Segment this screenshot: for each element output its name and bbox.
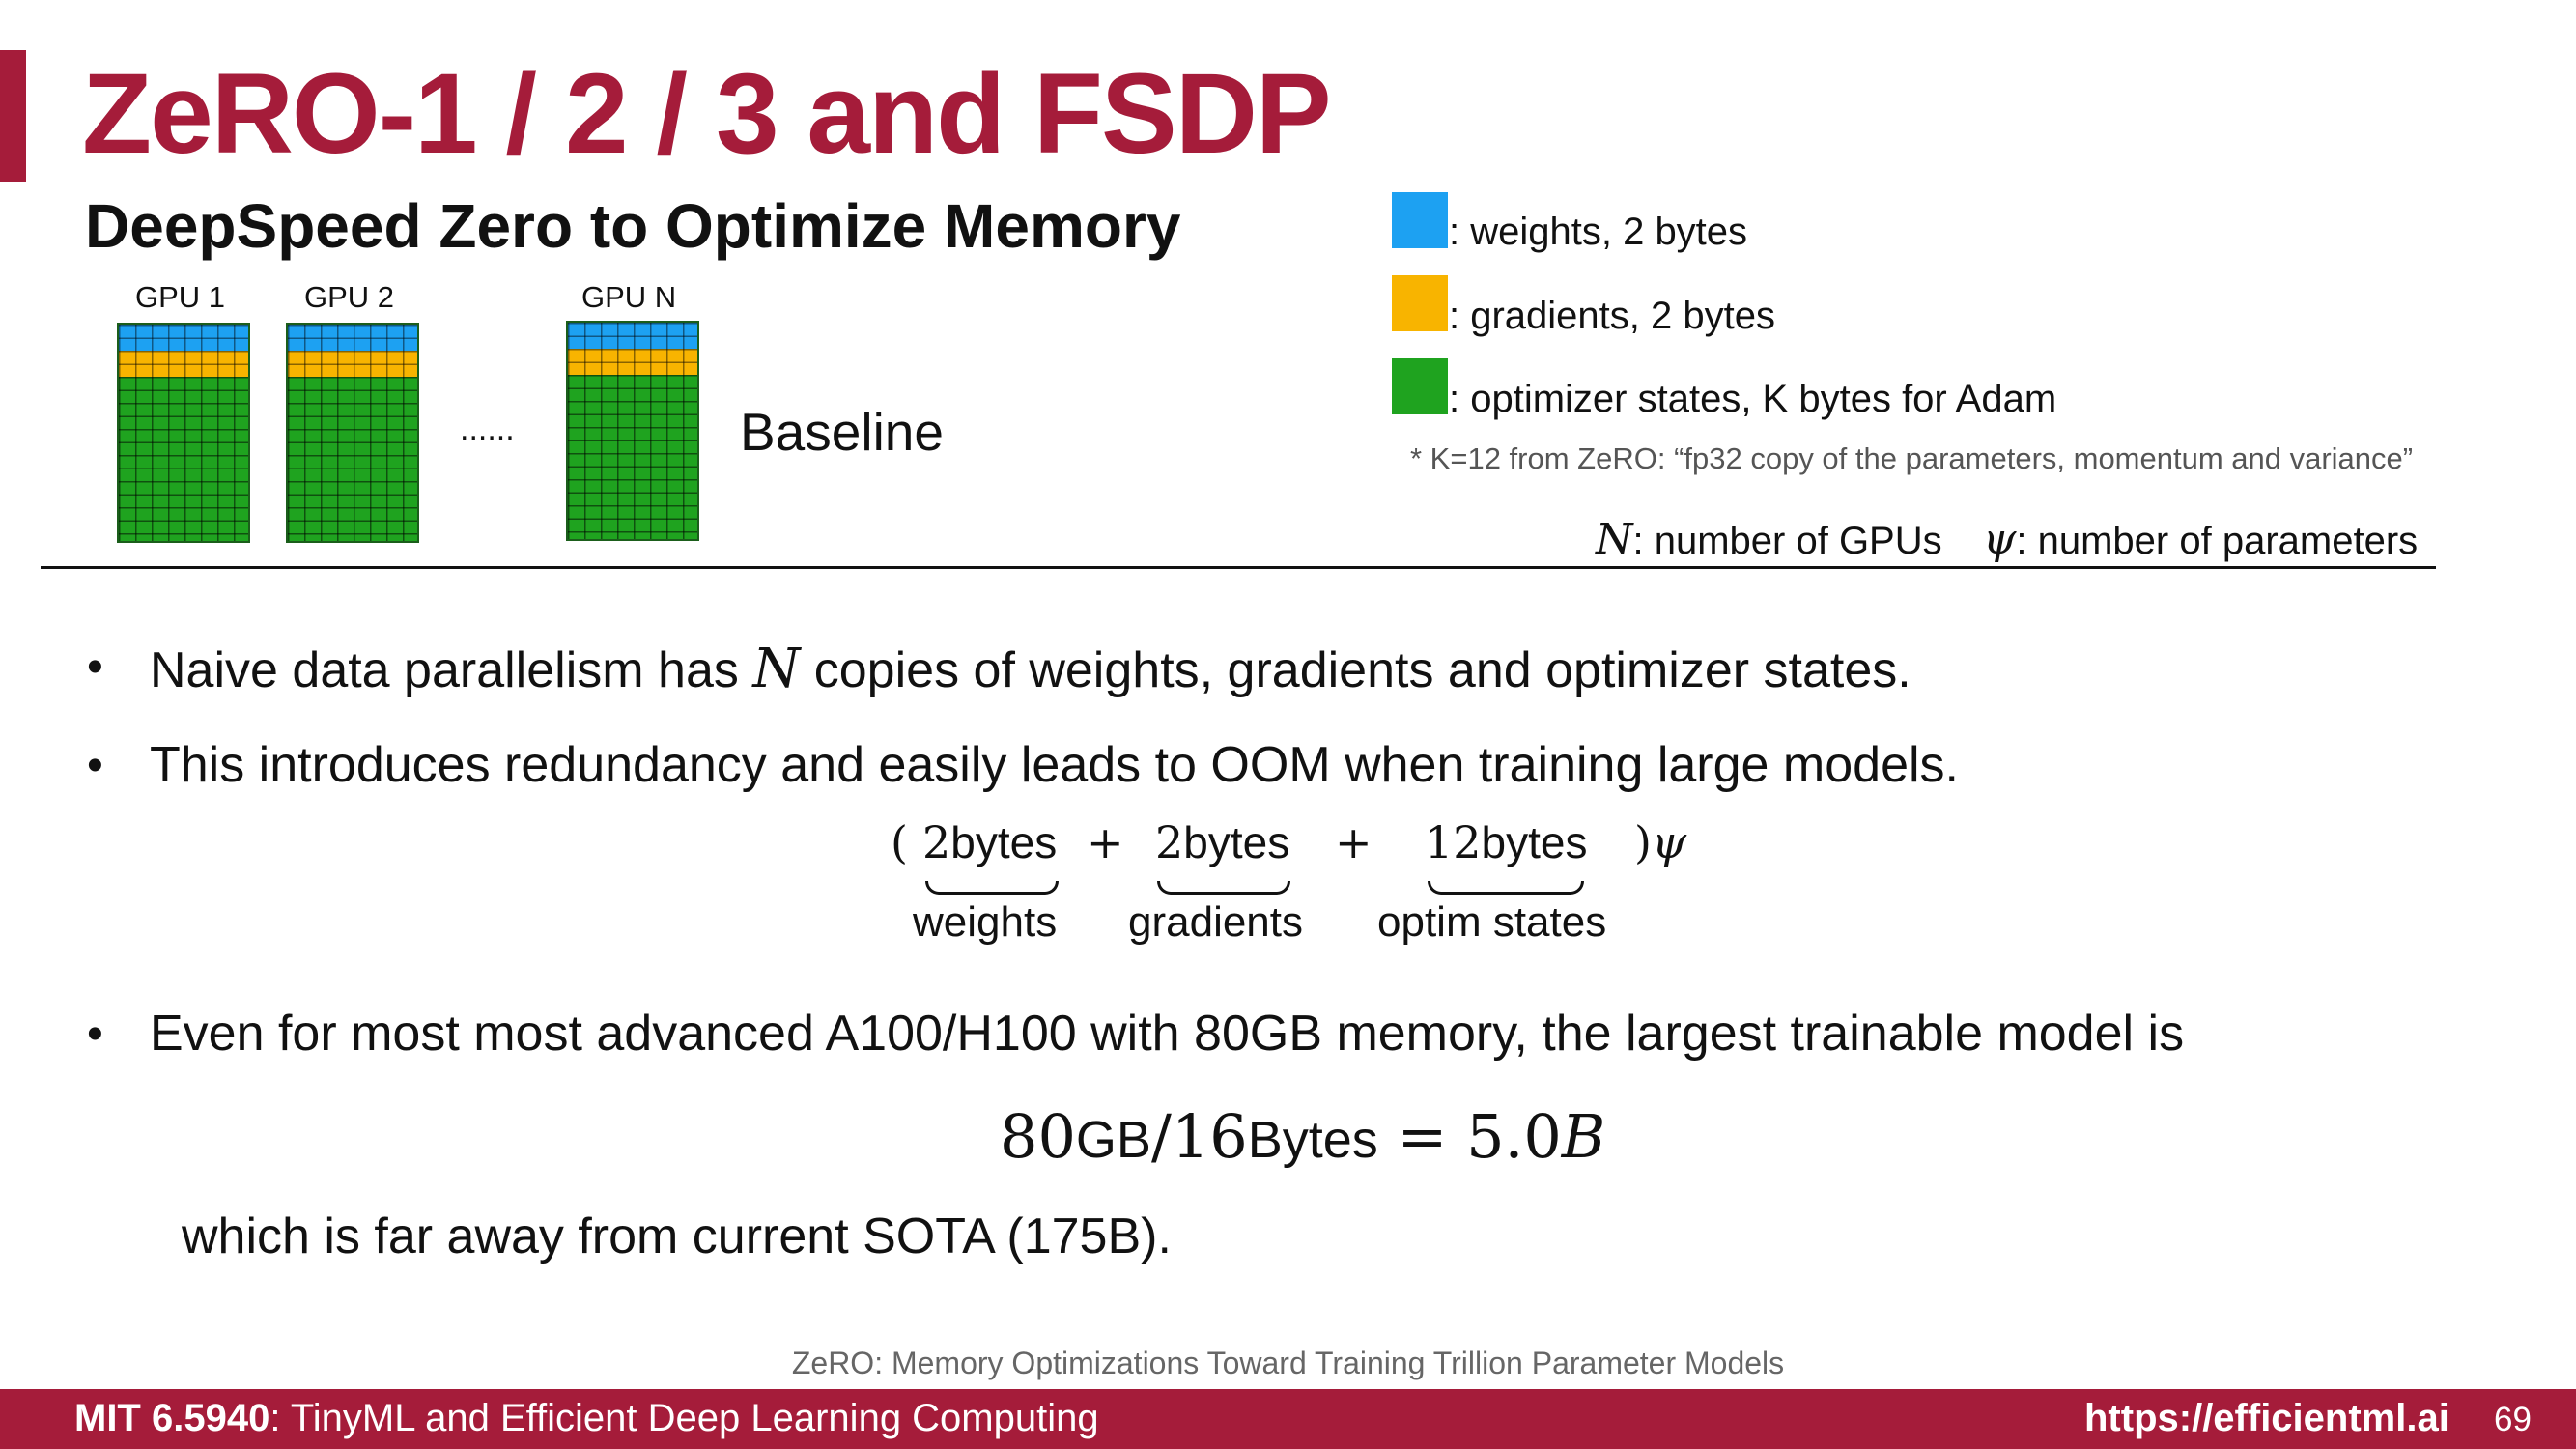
title-accent-bar [0,50,26,182]
bullet-largest-model: Even for most most advanced A100/H100 wi… [150,1006,2185,1062]
notation-line: N: number of GPUs ψ: number of parameter… [1596,515,2418,564]
bullet-redundancy: This introduces redundancy and easily le… [150,737,1959,793]
optimizer-states-block [568,375,697,539]
formula-plus: + [1087,816,1124,868]
underbrace-label-optim: optim states [1377,898,1607,946]
formula-term-weights: 2bytes [922,816,1058,868]
sota-comparison: which is far away from current SOTA (175… [182,1208,1172,1264]
gpu-2-memory-grid [286,323,419,543]
underbrace-weights [925,881,1059,895]
gradients-swatch [1392,275,1448,331]
bullet-marker: • [87,1009,103,1060]
psi-symbol: ψ [1982,515,2017,564]
formula-plus: + [1335,816,1373,868]
legend-weights: : weights, 2 bytes [1449,211,1748,253]
section-divider [41,566,2436,569]
gpu-n-memory-grid [566,321,699,541]
slide-subtitle: DeepSpeed Zero to Optimize Memory [85,191,1181,261]
formula-open-paren: ( [891,816,908,868]
psi-description: : number of parameters [2016,520,2419,562]
gpu-n-label: GPU N [581,280,677,314]
underbrace-label-gradients: gradients [1128,898,1304,946]
bullet-1-text-start: Naive data parallelism has [150,642,753,698]
bullet-marker: • [87,740,103,791]
baseline-label: Baseline [740,402,944,462]
gpu-1-label: GPU 1 [135,280,226,314]
formula-close-paren: )ψ [1634,816,1687,868]
gpu-2-label: GPU 2 [304,280,395,314]
optimizer-states-block [119,377,248,541]
footer-course-name: : TinyML and Efficient Deep Learning Com… [269,1397,1099,1439]
slide-title: ZeRO-1 / 2 / 3 and FSDP [82,50,1332,178]
optimizer-swatch [1392,358,1448,414]
underbrace-gradients [1157,881,1290,895]
legend-gradients: : gradients, 2 bytes [1449,295,1775,337]
gradients-block [288,351,417,377]
gpu-1-memory-grid [117,323,250,543]
weights-block [288,325,417,351]
paper-reference: ZeRO: Memory Optimizations Toward Traini… [791,1346,1785,1380]
k-footnote: * K=12 from ZeRO: “fp32 copy of the para… [1410,441,2414,475]
footer-bar [0,1389,2576,1449]
weights-swatch [1392,192,1448,248]
n-description: : number of GPUs [1632,520,1942,562]
underbrace-optim [1428,881,1584,895]
legend-optimizer: : optimizer states, K bytes for Adam [1449,378,2057,420]
gradients-block [568,349,697,375]
footer-course: MIT 6.5940: TinyML and Efficient Deep Le… [74,1397,1099,1440]
gradients-block [119,351,248,377]
gpu-ellipsis: ...... [460,411,515,447]
footer-course-code: MIT 6.5940 [74,1397,270,1439]
bullet-1-n-symbol: N [752,638,801,700]
memory-equation: 80GB/16Bytes = 5.0B [1000,1101,1606,1172]
optimizer-states-block [288,377,417,541]
page-number: 69 [2494,1401,2532,1438]
bullet-naive-dp: Naive data parallelism has N copies of w… [150,638,1911,700]
weights-block [568,323,697,349]
formula-term-optim: 12bytes [1425,816,1588,868]
underbrace-label-weights: weights [913,898,1058,946]
weights-block [119,325,248,351]
bullet-marker: • [87,641,103,693]
formula-term-gradients: 2bytes [1155,816,1290,868]
footer-url-link[interactable]: https://efficientml.ai [2084,1397,2449,1439]
bullet-1-text-end: copies of weights, gradients and optimiz… [800,642,1911,698]
n-symbol: N [1596,515,1633,564]
